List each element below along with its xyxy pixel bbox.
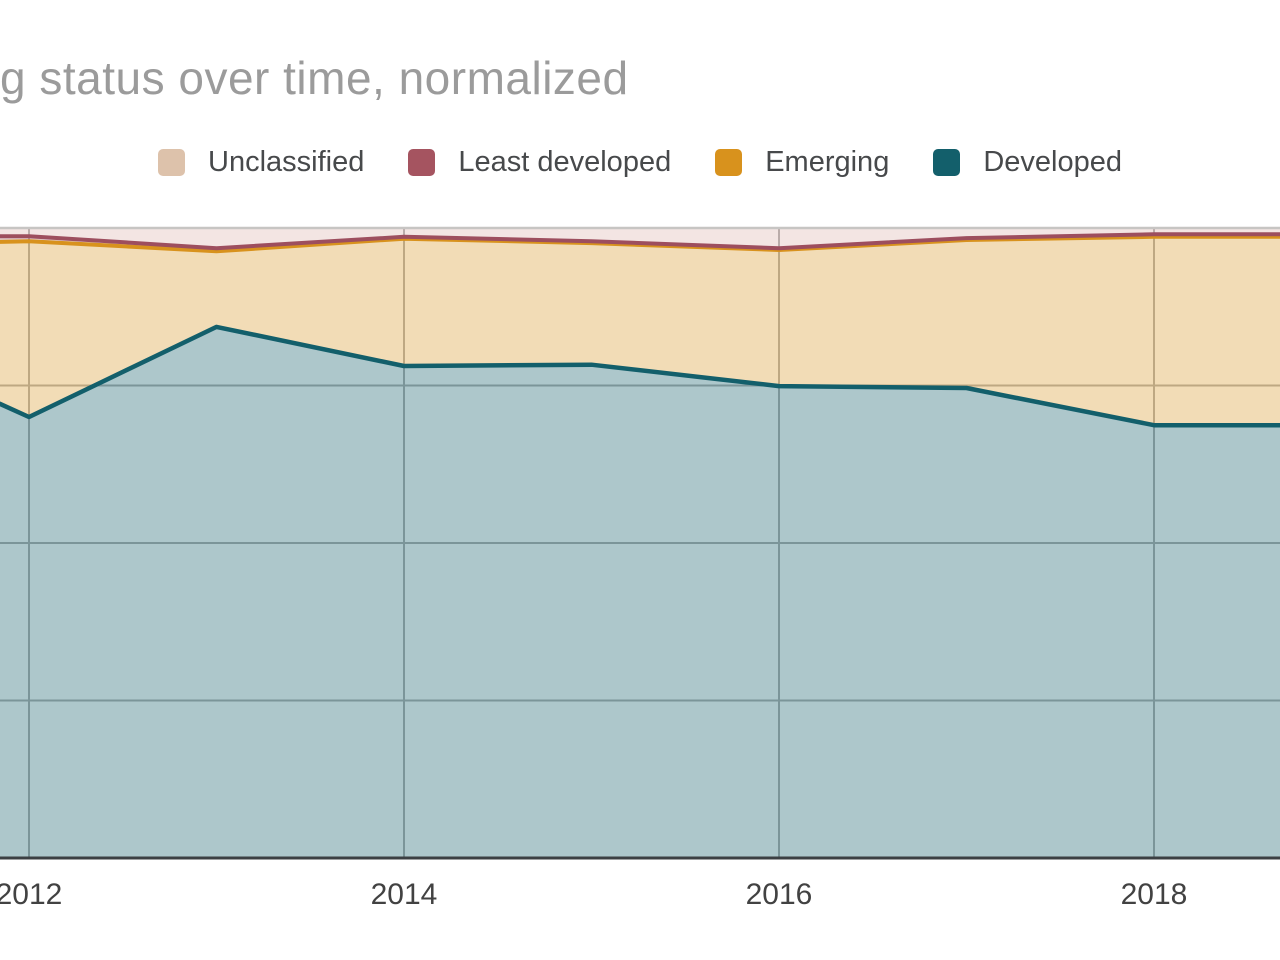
legend-swatch-emerging	[715, 149, 743, 176]
area-emerging	[0, 236, 1280, 426]
legend-label: Developed	[983, 146, 1122, 178]
legend-swatch-unclassified	[158, 149, 186, 176]
area-unclassified	[0, 228, 1280, 249]
legend-label: Least developed	[458, 146, 672, 178]
legend: Unclassified Least developed Emerging Devel…	[0, 146, 1280, 179]
legend-swatch-developed	[933, 149, 961, 176]
legend-label: Unclassified	[208, 146, 365, 178]
x-tick-label-2014: 2014	[371, 878, 438, 911]
x-tick-label-2012: 2012	[0, 878, 62, 911]
legend-item-emerging: Emerging	[715, 146, 889, 179]
chart-title: g status over time, normalized	[0, 52, 629, 104]
x-tick-label-2016: 2016	[746, 878, 813, 911]
boundary-line-least-developed	[0, 232, 1280, 251]
area-developed	[0, 326, 1280, 858]
legend-item-developed: Developed	[933, 146, 1122, 179]
legend-swatch-least-developed	[408, 149, 436, 176]
legend-item-unclassified: Unclassified	[158, 146, 364, 179]
x-tick-label-2018: 2018	[1121, 878, 1188, 911]
legend-label: Emerging	[765, 146, 890, 178]
legend-item-least-developed: Least developed	[408, 146, 671, 179]
boundary-line-developed	[0, 324, 1280, 428]
